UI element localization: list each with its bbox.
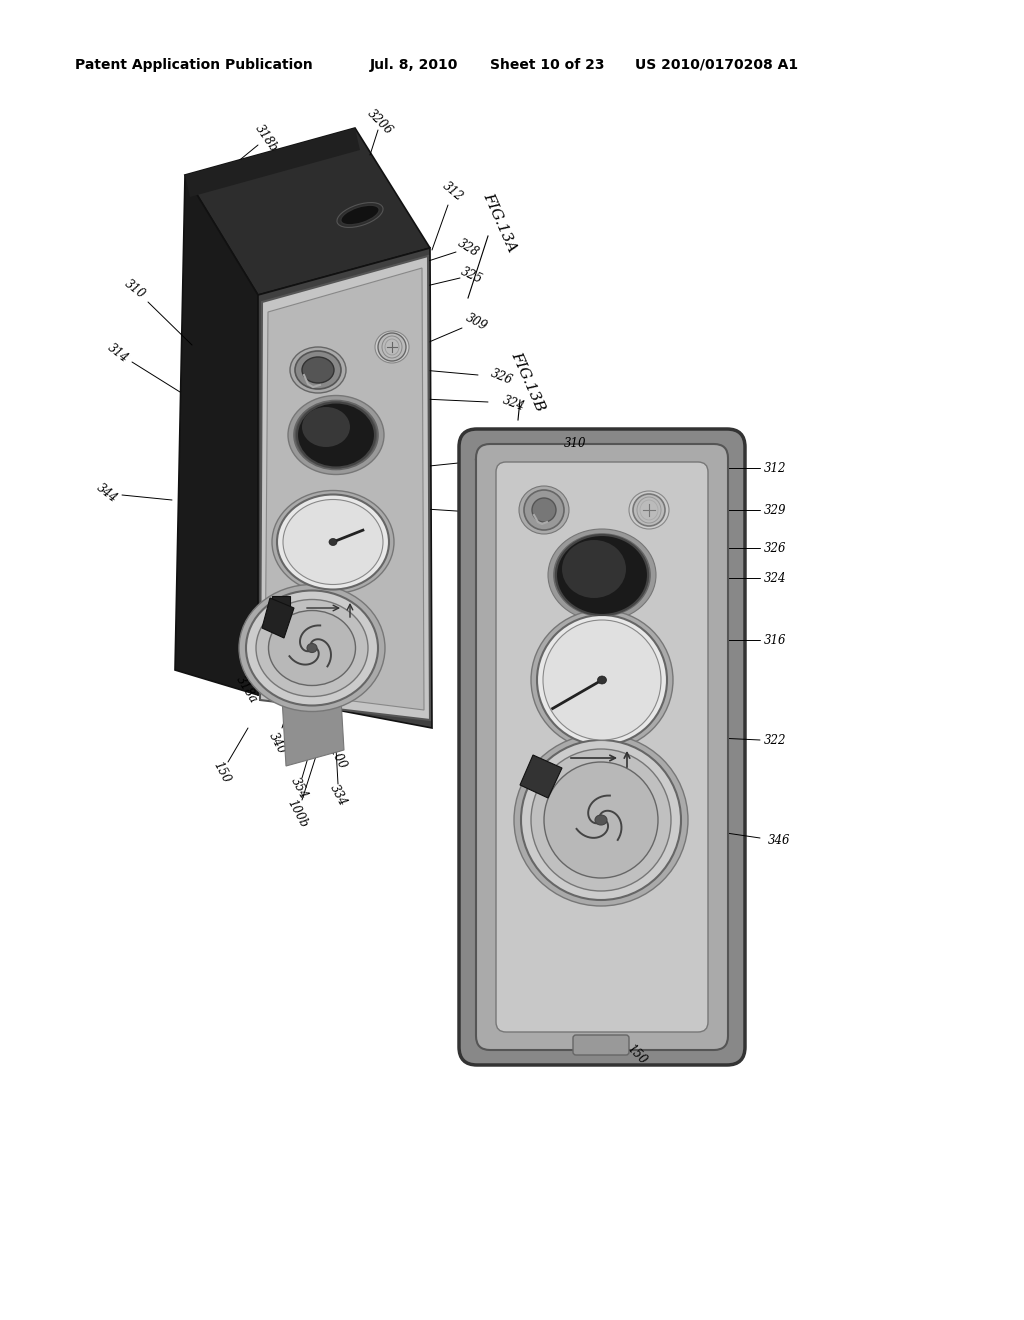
Text: 324: 324 xyxy=(501,393,526,413)
Text: 326: 326 xyxy=(488,367,514,387)
Text: 340: 340 xyxy=(266,730,288,756)
Text: 326: 326 xyxy=(764,541,786,554)
Polygon shape xyxy=(185,128,430,294)
Ellipse shape xyxy=(307,644,317,652)
Ellipse shape xyxy=(278,495,389,590)
Ellipse shape xyxy=(294,400,378,470)
FancyBboxPatch shape xyxy=(476,444,728,1049)
Polygon shape xyxy=(185,128,360,197)
Ellipse shape xyxy=(297,403,375,467)
Text: 352: 352 xyxy=(310,729,333,755)
Text: 318a: 318a xyxy=(233,673,260,705)
Polygon shape xyxy=(272,597,290,618)
Text: 322: 322 xyxy=(478,503,504,523)
Ellipse shape xyxy=(295,351,341,389)
Ellipse shape xyxy=(290,347,346,393)
Text: Sheet 10 of 23: Sheet 10 of 23 xyxy=(490,58,604,73)
Polygon shape xyxy=(262,598,294,638)
Text: Jul. 8, 2010: Jul. 8, 2010 xyxy=(370,58,459,73)
Ellipse shape xyxy=(629,491,669,529)
Ellipse shape xyxy=(597,676,606,684)
Text: 316: 316 xyxy=(473,450,499,470)
Text: 353: 353 xyxy=(264,577,287,603)
Ellipse shape xyxy=(556,535,648,615)
Ellipse shape xyxy=(548,529,656,620)
Ellipse shape xyxy=(531,610,673,750)
Text: 322: 322 xyxy=(764,734,786,747)
Ellipse shape xyxy=(246,590,378,705)
Text: 3206: 3206 xyxy=(366,107,395,137)
Text: 310: 310 xyxy=(122,277,147,301)
Text: 329: 329 xyxy=(764,503,786,516)
Text: 346: 346 xyxy=(768,834,791,847)
Text: 312: 312 xyxy=(764,462,786,474)
Text: FIG.13B: FIG.13B xyxy=(509,350,548,414)
Polygon shape xyxy=(265,268,424,710)
FancyBboxPatch shape xyxy=(459,429,745,1065)
Ellipse shape xyxy=(272,491,394,594)
Polygon shape xyxy=(282,682,344,766)
Polygon shape xyxy=(520,755,562,799)
Ellipse shape xyxy=(595,814,607,825)
Text: FIG.13A: FIG.13A xyxy=(480,190,519,253)
Polygon shape xyxy=(175,176,258,696)
Ellipse shape xyxy=(268,610,355,685)
Text: 312: 312 xyxy=(440,180,466,203)
Text: 309: 309 xyxy=(463,312,489,333)
Text: 354: 354 xyxy=(288,775,310,801)
Ellipse shape xyxy=(562,540,626,598)
Text: 318b: 318b xyxy=(253,121,281,154)
FancyBboxPatch shape xyxy=(496,462,708,1032)
Ellipse shape xyxy=(544,762,658,878)
Text: 150: 150 xyxy=(211,759,233,785)
Ellipse shape xyxy=(514,734,688,906)
Ellipse shape xyxy=(302,356,334,383)
Text: 100b: 100b xyxy=(285,797,310,829)
Ellipse shape xyxy=(524,490,564,531)
Text: 316: 316 xyxy=(764,634,786,647)
Ellipse shape xyxy=(633,494,665,525)
Ellipse shape xyxy=(532,498,556,521)
Ellipse shape xyxy=(537,615,667,744)
Ellipse shape xyxy=(329,539,337,545)
Ellipse shape xyxy=(256,599,368,697)
Ellipse shape xyxy=(283,499,383,585)
Text: 100: 100 xyxy=(327,744,349,771)
Ellipse shape xyxy=(554,535,650,616)
Ellipse shape xyxy=(521,741,681,900)
Text: 325: 325 xyxy=(459,264,484,286)
Ellipse shape xyxy=(239,585,385,711)
Text: 328: 328 xyxy=(455,236,481,260)
Text: 334: 334 xyxy=(328,781,349,808)
Text: US 2010/0170208 A1: US 2010/0170208 A1 xyxy=(635,58,798,73)
Polygon shape xyxy=(258,248,432,729)
Ellipse shape xyxy=(531,748,671,891)
Ellipse shape xyxy=(378,333,406,360)
Ellipse shape xyxy=(375,331,409,363)
Ellipse shape xyxy=(341,205,379,224)
Ellipse shape xyxy=(288,396,384,474)
Polygon shape xyxy=(260,256,430,719)
Text: 314: 314 xyxy=(104,341,130,366)
Ellipse shape xyxy=(519,486,569,535)
Text: 324: 324 xyxy=(764,572,786,585)
Text: 150: 150 xyxy=(624,1041,649,1067)
Text: 310: 310 xyxy=(563,437,586,450)
Text: Patent Application Publication: Patent Application Publication xyxy=(75,58,312,73)
FancyBboxPatch shape xyxy=(573,1035,629,1055)
Ellipse shape xyxy=(302,407,350,447)
Text: 344: 344 xyxy=(94,482,120,506)
Ellipse shape xyxy=(543,620,662,741)
